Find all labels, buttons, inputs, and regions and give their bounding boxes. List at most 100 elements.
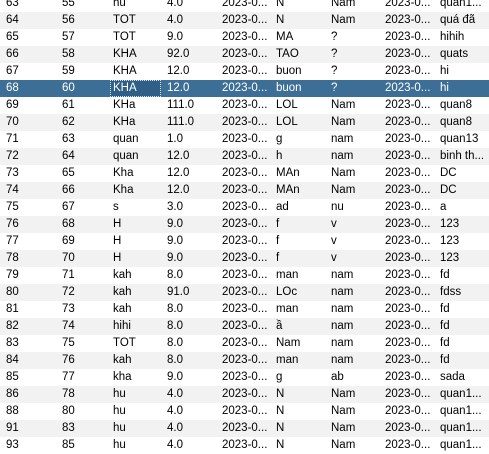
table-cell[interactable]: 78 <box>62 388 75 400</box>
table-cell[interactable]: 2023-0... <box>385 31 431 43</box>
table-cell[interactable]: 83 <box>6 337 19 349</box>
table-cell[interactable]: 2023-0... <box>222 31 268 43</box>
table-cell[interactable]: 67 <box>6 65 19 77</box>
table-cell[interactable]: 2023-0... <box>385 65 431 77</box>
table-cell[interactable]: 80 <box>62 405 75 417</box>
table-cell[interactable]: h <box>276 150 283 162</box>
table-cell[interactable]: 79 <box>6 269 19 281</box>
table-cell[interactable]: 55 <box>62 0 75 9</box>
table-cell[interactable]: 2023-0... <box>385 235 431 247</box>
table-cell[interactable]: quan <box>113 133 139 145</box>
table-cell[interactable]: 4.0 <box>167 388 183 400</box>
table-cell[interactable]: 9.0 <box>167 371 183 383</box>
table-row[interactable]: 93 85 hu 4.0 2023-0... N Nam 2023-0... quan1... <box>0 437 489 454</box>
table-cell[interactable]: kha <box>113 371 132 383</box>
table-cell[interactable]: 76 <box>62 354 75 366</box>
table-cell[interactable]: N <box>276 439 285 451</box>
table-cell[interactable]: 61 <box>62 99 75 111</box>
table-cell[interactable]: ? <box>331 48 338 60</box>
table-row[interactable]: 74 66 Kha 12.0 2023-0... MAn Nam 2023-0... DC <box>0 182 489 199</box>
table-cell[interactable]: hi <box>440 65 449 77</box>
table-cell[interactable]: 69 <box>62 235 75 247</box>
table-row[interactable]: 83 75 TOT 8.0 2023-0... Nam nam 2023-0... fd <box>0 335 489 352</box>
table-cell[interactable]: binh th... <box>440 150 485 162</box>
table-cell[interactable]: nam <box>331 150 354 162</box>
table-row[interactable]: 69 61 KHa 111.0 2023-0... LOL Nam 2023-0... quan… <box>0 97 489 114</box>
table-cell[interactable]: 82 <box>6 320 19 332</box>
table-cell[interactable]: 84 <box>6 354 19 366</box>
table-row[interactable]: 76 68 H 9.0 2023-0... f v 2023-0... 123 <box>0 216 489 233</box>
table-cell[interactable]: ? <box>331 31 338 43</box>
table-cell[interactable]: 2023-0... <box>222 422 268 434</box>
table-row[interactable]: 77 69 H 9.0 2023-0... f v 2023-0... 123 <box>0 233 489 250</box>
table-cell[interactable]: g <box>276 371 283 383</box>
table-cell[interactable]: kah <box>113 269 132 281</box>
table-cell[interactable]: 58 <box>62 48 75 60</box>
table-cell[interactable]: 67 <box>62 201 75 213</box>
table-cell[interactable]: 72 <box>6 150 19 162</box>
table-row-selected[interactable]: 68 60 KHA 12.0 2023-0... buon? 2023-0... hi <box>0 80 489 97</box>
table-cell[interactable]: 2023-0... <box>222 167 268 179</box>
table-cell[interactable]: ab <box>331 371 344 383</box>
table-cell[interactable]: 2023-0... <box>385 184 431 196</box>
table-cell[interactable]: Nam <box>331 405 356 417</box>
table-cell[interactable]: Nam <box>331 0 356 9</box>
table-cell[interactable]: 71 <box>6 133 19 145</box>
table-cell[interactable]: quan8 <box>440 99 472 111</box>
table-row[interactable]: 81 73 kah 8.0 2023-0... man nam 2023-0... fd <box>0 301 489 318</box>
table-cell[interactable]: 4.0 <box>167 14 183 26</box>
table-row[interactable]: 91 83 hu 4.0 2023-0... N Nam 2023-0... quan1... <box>0 420 489 437</box>
table-cell[interactable]: kah <box>113 303 132 315</box>
table-cell[interactable]: 2023-0... <box>222 286 268 298</box>
table-cell[interactable]: 86 <box>6 388 19 400</box>
table-cell[interactable]: fdss <box>440 286 462 298</box>
table-cell[interactable]: v <box>331 218 337 230</box>
table-cell[interactable]: Nam <box>331 14 356 26</box>
table-cell[interactable]: 9.0 <box>167 235 183 247</box>
table-cell[interactable]: quan13 <box>440 133 479 145</box>
table-row[interactable]: 79 71 kah 8.0 2023-0... man nam 2023-0... fd <box>0 267 489 284</box>
table-cell[interactable]: hi <box>440 82 449 94</box>
table-cell[interactable]: fd <box>440 354 450 366</box>
table-cell[interactable]: 74 <box>6 184 19 196</box>
table-cell[interactable]: 111.0 <box>167 116 195 128</box>
table-cell[interactable]: 2023-0... <box>385 388 431 400</box>
table-row[interactable]: 88 80 hu 4.0 2023-0... N Nam 2023-0... quan1... <box>0 403 489 420</box>
table-cell[interactable]: buon <box>276 65 302 77</box>
table-cell[interactable]: Nam <box>331 422 356 434</box>
table-cell[interactable]: quan1... <box>440 405 482 417</box>
table-cell[interactable]: 65 <box>6 31 19 43</box>
table-cell[interactable]: 68 <box>6 82 19 94</box>
table-cell[interactable]: 12.0 <box>167 167 190 179</box>
table-cell[interactable]: 77 <box>62 371 75 383</box>
table-cell[interactable]: 2023-0... <box>222 82 268 94</box>
table-cell[interactable]: 12.0 <box>167 82 190 94</box>
table-cell[interactable]: fd <box>440 303 450 315</box>
table-row[interactable]: 78 70 H 9.0 2023-0... f v 2023-0... 123 <box>0 250 489 267</box>
table-cell[interactable]: KHa <box>113 99 136 111</box>
table-cell[interactable]: 66 <box>62 184 75 196</box>
table-cell[interactable]: 2023-0... <box>222 303 268 315</box>
table-cell[interactable]: hu <box>113 405 126 417</box>
table-cell[interactable]: 2023-0... <box>385 48 431 60</box>
table-cell[interactable]: MA <box>276 31 294 43</box>
table-cell[interactable]: Nam <box>331 167 356 179</box>
table-cell[interactable]: N <box>276 14 285 26</box>
table-cell[interactable]: 91.0 <box>167 286 190 298</box>
table-cell[interactable]: 88 <box>6 405 19 417</box>
table-cell[interactable]: 2023-0... <box>385 405 431 417</box>
table-cell[interactable]: 92.0 <box>167 48 190 60</box>
table-row[interactable]: 82 74 hihi 8.0 2023-0... ầ nam 2023-0... fd <box>0 318 489 335</box>
table-cell[interactable]: 63 <box>62 133 75 145</box>
table-cell[interactable]: 2023-0... <box>385 337 431 349</box>
table-cell[interactable]: 2023-0... <box>385 150 431 162</box>
table-row[interactable]: 75 67 s 3.0 2023-0... ad nu 2023-0... a <box>0 199 489 216</box>
table-cell[interactable]: fd <box>440 320 450 332</box>
table-cell[interactable]: 12.0 <box>167 65 190 77</box>
table-cell[interactable]: LOL <box>276 99 298 111</box>
table-row[interactable]: 70 62 KHa 111.0 2023-0... LOL Nam 2023-0... quan… <box>0 114 489 131</box>
table-cell[interactable]: 2023-0... <box>222 150 268 162</box>
table-cell[interactable]: 2023-0... <box>385 422 431 434</box>
table-cell[interactable]: 2023-0... <box>385 303 431 315</box>
